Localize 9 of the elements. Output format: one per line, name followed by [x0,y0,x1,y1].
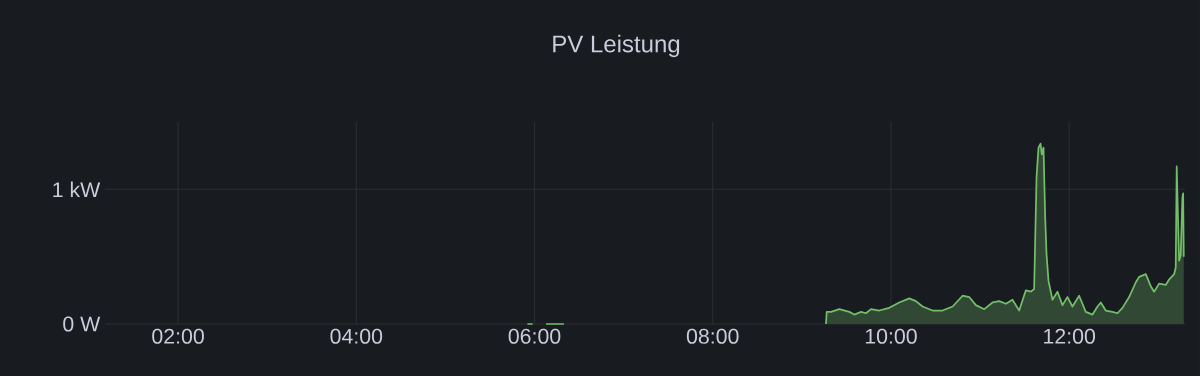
x-tick-label: 06:00 [508,328,561,344]
x-tick-label: 04:00 [330,328,383,344]
x-tick-label: 02:00 [152,328,204,344]
y-tick-label: 1 kW [53,181,101,198]
chart-title: PV Leistung [553,34,680,58]
y-tick-label: 0 W [63,316,101,332]
x-tick-label: 12:00 [1044,328,1095,344]
x-tick-label: 10:00 [865,328,917,344]
x-tick-label: 08:00 [686,328,739,344]
